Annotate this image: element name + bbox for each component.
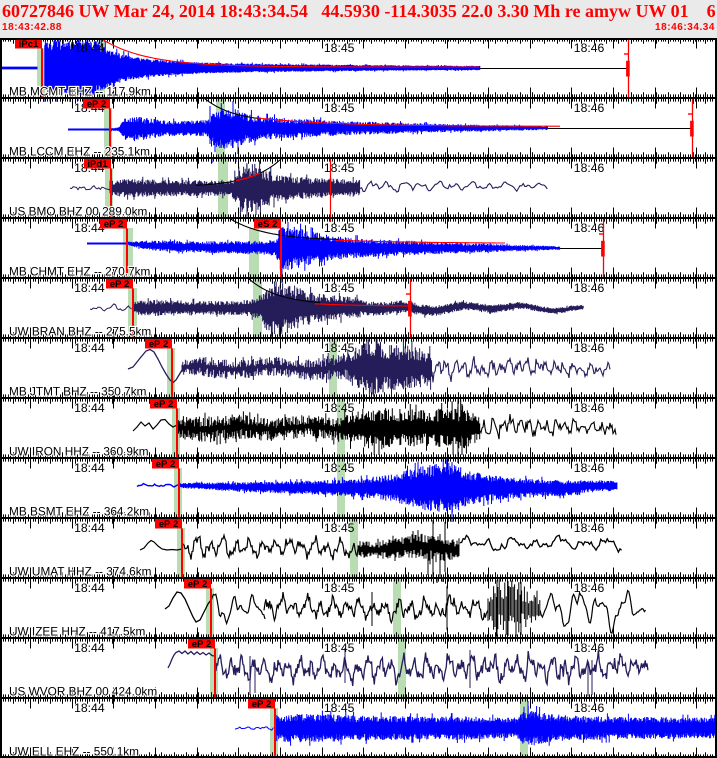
svg-text:18:46: 18:46 [574,41,605,55]
svg-text:eP 2: eP 2 [192,639,212,650]
svg-text:MB BSMT EHZ -- 364.2km: MB BSMT EHZ -- 364.2km [9,505,149,519]
svg-text:18:46: 18:46 [574,461,605,475]
svg-text:eP 2: eP 2 [252,699,272,710]
svg-text:18:45: 18:45 [324,701,355,715]
svg-text:18:46: 18:46 [574,221,605,235]
svg-text:MB JTMT BHZ -- 350.7km: MB JTMT BHZ -- 350.7km [9,385,147,399]
svg-text:18:45: 18:45 [324,41,355,55]
svg-text:18:45: 18:45 [324,521,355,535]
svg-text:18:44: 18:44 [74,41,105,55]
svg-text:18:44: 18:44 [74,221,105,235]
svg-text:18:46: 18:46 [574,581,605,595]
svg-text:18:45: 18:45 [324,161,355,175]
svg-text:MB MCMT EHZ -- 117.9km: MB MCMT EHZ -- 117.9km [9,85,151,99]
svg-text:18:44: 18:44 [74,641,105,655]
svg-text:eP 2: eP 2 [156,459,176,470]
svg-text:18:45: 18:45 [324,221,355,235]
svg-text:18:44: 18:44 [74,701,105,715]
svg-text:18:44: 18:44 [74,401,105,415]
svg-text:UW ELL EHZ -- 550.1km: UW ELL EHZ -- 550.1km [9,745,139,758]
svg-text:18:45: 18:45 [324,581,355,595]
svg-text:US WVOR BHZ 00 424.0km: US WVOR BHZ 00 424.0km [9,685,157,699]
svg-text:eP 2: eP 2 [159,519,179,530]
svg-text:MB CHMT EHZ -- 270.7km: MB CHMT EHZ -- 270.7km [9,265,151,279]
svg-text:18:45: 18:45 [324,341,355,355]
svg-text:iPd1: iPd1 [87,159,108,170]
svg-text:18:44: 18:44 [74,521,105,535]
svg-text:eP 2: eP 2 [154,399,174,410]
svg-text:UW IRON HHZ -- 360.9km: UW IRON HHZ -- 360.9km [9,445,149,459]
svg-text:UW IZEE HHZ -- 417.5km: UW IZEE HHZ -- 417.5km [9,625,146,639]
svg-text:18:45: 18:45 [324,641,355,655]
svg-text:eP 2: eP 2 [149,339,169,350]
svg-text:18:46: 18:46 [574,281,605,295]
svg-text:eP 2: eP 2 [188,579,208,590]
svg-text:18:46: 18:46 [574,641,605,655]
svg-text:18:44: 18:44 [74,341,105,355]
svg-text:18:44: 18:44 [74,461,105,475]
svg-text:US BMO BHZ 00 289.0km: US BMO BHZ 00 289.0km [9,205,148,219]
svg-text:eP 2: eP 2 [87,99,107,110]
svg-text:18:46: 18:46 [574,341,605,355]
svg-text:UW BRAN BHZ -- 275.5km: UW BRAN BHZ -- 275.5km [9,325,151,339]
svg-text:eS 2: eS 2 [258,219,278,230]
svg-text:18:46: 18:46 [574,521,605,535]
svg-text:18:46: 18:46 [574,161,605,175]
svg-text:18:46: 18:46 [574,101,605,115]
svg-text:eP 2: eP 2 [110,279,130,290]
svg-text:18:45: 18:45 [324,401,355,415]
svg-text:iPc1: iPc1 [19,39,39,50]
svg-text:18:46: 18:46 [574,701,605,715]
svg-text:eP 2: eP 2 [104,219,124,230]
svg-text:18:45: 18:45 [324,101,355,115]
svg-text:18:44: 18:44 [74,581,105,595]
svg-text:UW UMAT HHZ -- 374.6km: UW UMAT HHZ -- 374.6km [9,565,152,579]
svg-text:18:44: 18:44 [74,281,105,295]
svg-text:18:45: 18:45 [324,461,355,475]
svg-text:18:45: 18:45 [324,281,355,295]
svg-text:MB LCCM EHZ -- 235.1km: MB LCCM EHZ -- 235.1km [9,145,150,159]
svg-text:18:46: 18:46 [574,401,605,415]
